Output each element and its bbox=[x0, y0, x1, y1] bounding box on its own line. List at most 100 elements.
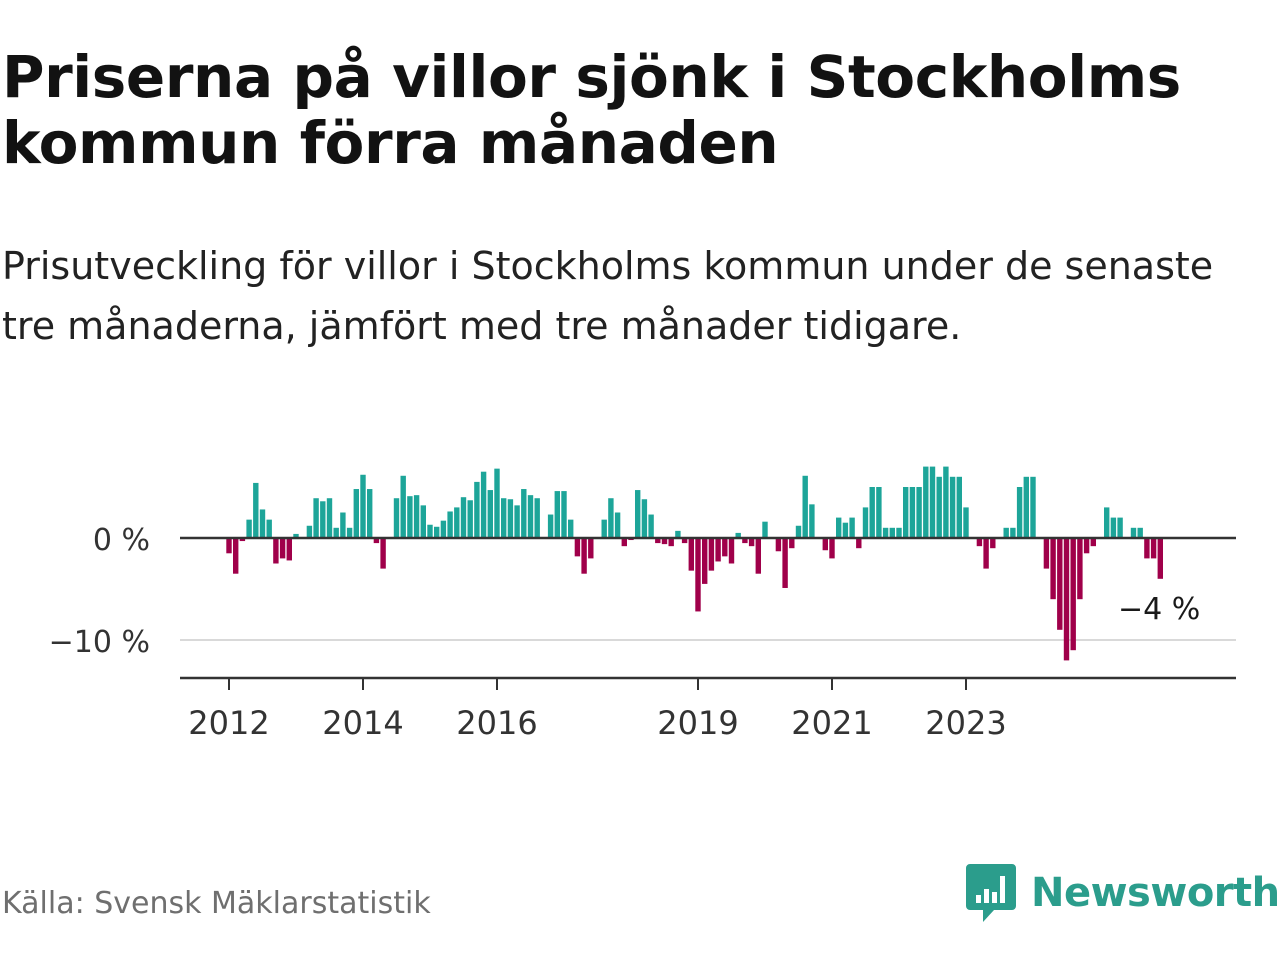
bar bbox=[976, 538, 983, 547]
bar bbox=[1016, 487, 1023, 538]
bar bbox=[695, 538, 701, 612]
bar bbox=[929, 466, 936, 538]
x-tick-label: 2012 bbox=[188, 704, 269, 742]
bar bbox=[1144, 538, 1150, 559]
bar bbox=[460, 497, 467, 538]
bar bbox=[253, 482, 259, 538]
bar bbox=[313, 498, 319, 538]
bar bbox=[521, 489, 527, 538]
bar bbox=[702, 538, 708, 584]
bar bbox=[494, 468, 500, 538]
bar bbox=[601, 519, 607, 538]
chart-title: Priserna på villor sjönk i Stockholms ko… bbox=[2, 43, 1181, 177]
bar bbox=[1117, 517, 1123, 538]
bar bbox=[775, 538, 782, 552]
bar bbox=[246, 519, 252, 538]
bar bbox=[842, 522, 849, 538]
bar bbox=[655, 538, 661, 544]
bar bbox=[1030, 476, 1036, 538]
bar bbox=[762, 521, 768, 538]
bar bbox=[554, 491, 560, 538]
bar bbox=[1077, 538, 1083, 600]
bar bbox=[320, 501, 326, 538]
newsworthy-logo[interactable]: Newsworthy bbox=[965, 862, 1280, 924]
bar bbox=[487, 490, 493, 538]
bar bbox=[943, 466, 949, 538]
bar bbox=[480, 471, 487, 538]
bar bbox=[293, 533, 299, 538]
brand-name: Newsworthy bbox=[1031, 870, 1280, 916]
bar bbox=[273, 538, 279, 564]
bar bbox=[239, 538, 246, 542]
bar bbox=[286, 538, 292, 561]
bar bbox=[547, 514, 554, 538]
bar bbox=[568, 519, 574, 538]
bar bbox=[963, 507, 969, 538]
bar bbox=[708, 538, 715, 571]
bar bbox=[936, 476, 942, 538]
bar bbox=[876, 487, 882, 538]
bar bbox=[447, 511, 453, 538]
bar bbox=[233, 538, 239, 574]
bar bbox=[869, 487, 875, 538]
bar bbox=[983, 538, 989, 569]
bar bbox=[581, 538, 587, 574]
bar bbox=[407, 496, 413, 538]
bar bbox=[836, 517, 842, 538]
bar bbox=[614, 512, 621, 538]
bar bbox=[903, 487, 909, 538]
bar bbox=[1130, 527, 1137, 538]
bar bbox=[916, 487, 922, 538]
bar bbox=[1043, 538, 1050, 569]
bar bbox=[333, 527, 339, 538]
bar bbox=[1137, 527, 1143, 538]
bar bbox=[715, 538, 721, 562]
bar bbox=[621, 538, 627, 547]
bar bbox=[1104, 507, 1110, 538]
bar bbox=[1023, 476, 1029, 538]
bar bbox=[574, 538, 581, 557]
bar bbox=[748, 538, 755, 547]
bar bbox=[306, 525, 313, 538]
bar bbox=[688, 538, 694, 571]
bar bbox=[380, 538, 386, 569]
bar bbox=[1070, 538, 1076, 651]
bar bbox=[681, 538, 688, 544]
bar bbox=[735, 532, 741, 538]
bar bbox=[226, 538, 232, 554]
bar bbox=[501, 498, 507, 538]
bar bbox=[789, 538, 795, 549]
bar bbox=[259, 509, 266, 538]
bar-chart: 0 % −10 % 2012 2014 2016 2019 2021 2023 −4 % bbox=[49, 466, 1236, 742]
bar bbox=[809, 504, 815, 538]
bar bbox=[413, 495, 420, 538]
bar bbox=[862, 507, 869, 538]
bar bbox=[829, 538, 835, 559]
bar bbox=[340, 512, 346, 538]
x-tick-label: 2021 bbox=[791, 704, 872, 742]
bar bbox=[923, 466, 929, 538]
bar bbox=[367, 489, 373, 538]
bar bbox=[1057, 538, 1063, 630]
bar bbox=[1003, 527, 1009, 538]
bar bbox=[795, 525, 802, 538]
bar bbox=[346, 527, 353, 538]
bar bbox=[1110, 517, 1117, 538]
bar bbox=[849, 517, 855, 538]
bar bbox=[990, 538, 996, 549]
bar bbox=[427, 524, 433, 538]
x-tick-label: 2023 bbox=[925, 704, 1006, 742]
bar bbox=[454, 507, 460, 538]
newsworthy-logo-icon bbox=[966, 864, 1016, 922]
bar bbox=[1090, 538, 1096, 547]
bar bbox=[279, 538, 286, 559]
bar bbox=[909, 487, 916, 538]
bar bbox=[1150, 538, 1157, 559]
bar bbox=[822, 538, 828, 551]
bar bbox=[360, 474, 366, 538]
bar bbox=[728, 538, 735, 564]
bar bbox=[882, 527, 889, 538]
bar bbox=[802, 475, 808, 538]
bar bbox=[373, 538, 380, 544]
bar bbox=[420, 505, 426, 538]
